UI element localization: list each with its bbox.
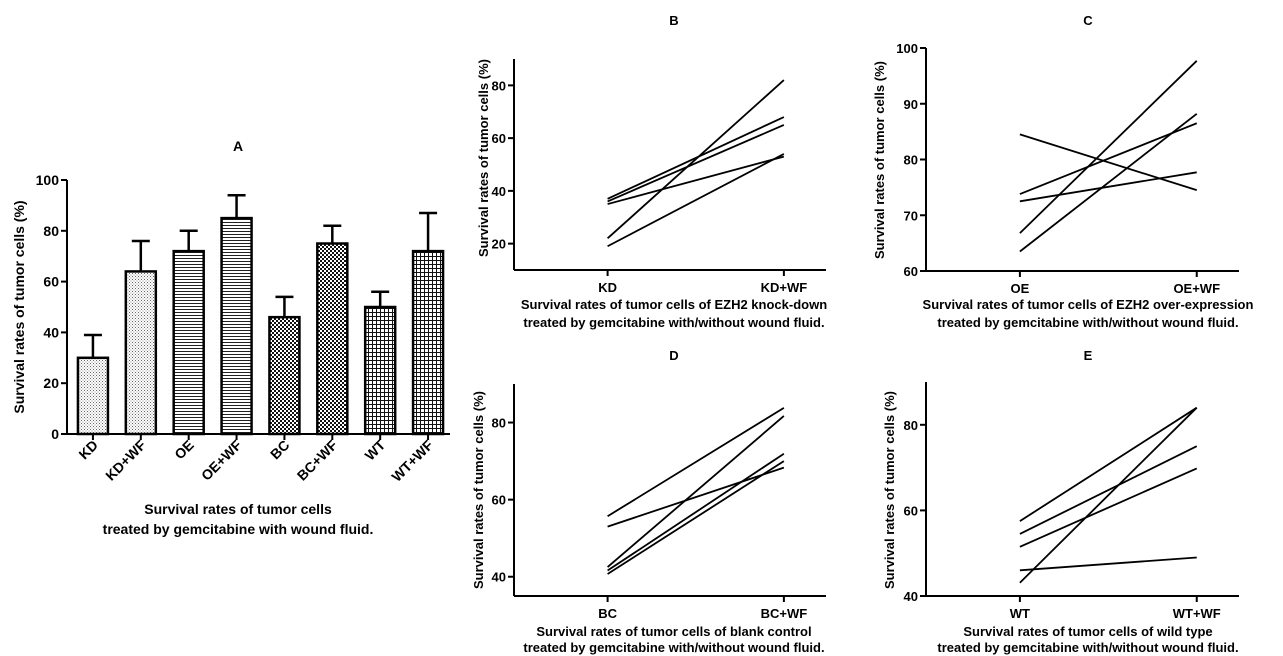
y-tick-label: 40: [492, 570, 506, 585]
x-tick-label: BC: [598, 606, 617, 621]
y-tick-label: 100: [896, 41, 918, 56]
x-tick-label: KD+WF: [102, 436, 149, 483]
x-tick-label: KD: [75, 437, 101, 463]
x-tick-label: WT: [1010, 606, 1030, 621]
y-tick-label: 60: [492, 131, 506, 146]
y-tick-label: 60: [904, 264, 918, 279]
bar: [124, 270, 158, 436]
panel-d: D 40 60 80 Survival rates of tumor cells (%)…: [471, 348, 826, 655]
bar: [268, 315, 301, 436]
x-axis-label: treated by gemcitabine with/without woun…: [937, 315, 1238, 330]
y-tick-label: 60: [904, 503, 918, 518]
y-tick-label: 0: [51, 426, 59, 442]
x-axis-label: treated by gemcitabine with/without woun…: [523, 315, 824, 330]
y-tick-label: 20: [492, 237, 506, 252]
y-tick-label: 40: [492, 184, 506, 199]
series-line: [607, 155, 785, 205]
x-tick-label: KD+WF: [761, 280, 808, 295]
x-tick-label: OE: [1011, 281, 1030, 296]
series-line: [1019, 122, 1198, 195]
panel-a: A 0 20 40 60 80 100 Survival rates of tumor cel…: [11, 138, 450, 537]
series-line: [606, 79, 785, 240]
x-tick-label: OE: [171, 437, 197, 463]
y-tick-label: 90: [904, 97, 918, 112]
y-axis-label: Survival rates of tumor cells (%): [11, 200, 27, 413]
x-axis-label: treated by gemcitabine with/without woun…: [937, 640, 1238, 655]
x-tick-label: OE+WF: [1173, 281, 1220, 296]
y-tick-label: 60: [43, 274, 59, 290]
series-line: [1019, 445, 1198, 535]
x-tick-label: WT+WF: [388, 436, 436, 484]
panel-title: C: [1083, 13, 1093, 28]
x-tick-label: BC+WF: [294, 436, 341, 483]
y-tick-label: 80: [904, 418, 918, 433]
y-tick-label: 70: [904, 208, 918, 223]
x-axis-label: treated by gemcitabine with wound fluid.: [103, 521, 374, 537]
series-line: [607, 124, 785, 203]
bar: [411, 249, 445, 436]
series-line: [1019, 406, 1198, 522]
panel-e: E 40 60 80 Survival rates of tumor cells (%)…: [882, 348, 1239, 655]
series-line: [1019, 133, 1198, 192]
bar: [76, 356, 110, 436]
y-axis-label: Survival rates of tumor cells (%): [476, 59, 491, 257]
y-tick-label: 80: [904, 153, 918, 168]
series-line: [607, 460, 785, 575]
y-tick-label: 40: [904, 589, 918, 604]
series-line: [607, 415, 785, 568]
panel-title: B: [669, 13, 678, 28]
panel-title: A: [233, 138, 243, 154]
y-tick-label: 80: [492, 78, 506, 93]
x-tick-label: KD: [598, 280, 617, 295]
y-axis-label: Survival rates of tumor cells (%): [471, 391, 486, 589]
panel-title: D: [669, 348, 678, 363]
series-line: [1019, 60, 1198, 234]
series-line: [607, 453, 785, 572]
x-axis-label: Survival rates of tumor cells of blank c…: [536, 624, 811, 639]
y-axis-label: Survival rates of tumor cells (%): [882, 391, 897, 589]
series-line: [607, 466, 785, 528]
y-axis-label: Survival rates of tumor cells (%): [872, 61, 887, 259]
x-axis-label: Survival rates of tumor cells of EZH2 kn…: [521, 297, 827, 312]
x-axis-label: Survival rates of tumor cells of wild ty…: [963, 624, 1212, 639]
x-tick-label: OE+WF: [198, 436, 245, 483]
x-tick-label: BC: [267, 437, 293, 463]
y-tick-label: 40: [43, 324, 59, 340]
series-line: [1019, 113, 1198, 253]
y-tick-label: 20: [43, 375, 59, 391]
x-axis-label: Survival rates of tumor cells: [144, 501, 332, 517]
bar: [172, 249, 205, 436]
series-line: [1019, 171, 1197, 203]
bar: [316, 242, 349, 436]
x-tick-label: BC+WF: [761, 606, 808, 621]
series-line: [607, 153, 785, 248]
x-axis-label: Survival rates of tumor cells of EZH2 ov…: [923, 297, 1254, 312]
y-tick-label: 80: [43, 223, 59, 239]
panel-title: E: [1084, 348, 1093, 363]
y-tick-label: 80: [492, 416, 506, 431]
y-tick-label: 100: [36, 172, 60, 188]
series-line: [1019, 467, 1198, 548]
x-axis-label: treated by gemcitabine with/without woun…: [523, 640, 824, 655]
x-tick-label: WT+WF: [1173, 606, 1221, 621]
bar: [220, 216, 253, 436]
x-tick-label: WT: [362, 436, 389, 463]
series-line: [1019, 556, 1197, 572]
panel-c: C 60 70 80 90 100 Survival rates of tumor cell…: [872, 13, 1254, 330]
series-line: [607, 116, 785, 200]
series-line: [1019, 407, 1198, 584]
y-tick-label: 60: [492, 493, 506, 508]
bar: [363, 305, 397, 436]
series-line: [607, 407, 785, 517]
